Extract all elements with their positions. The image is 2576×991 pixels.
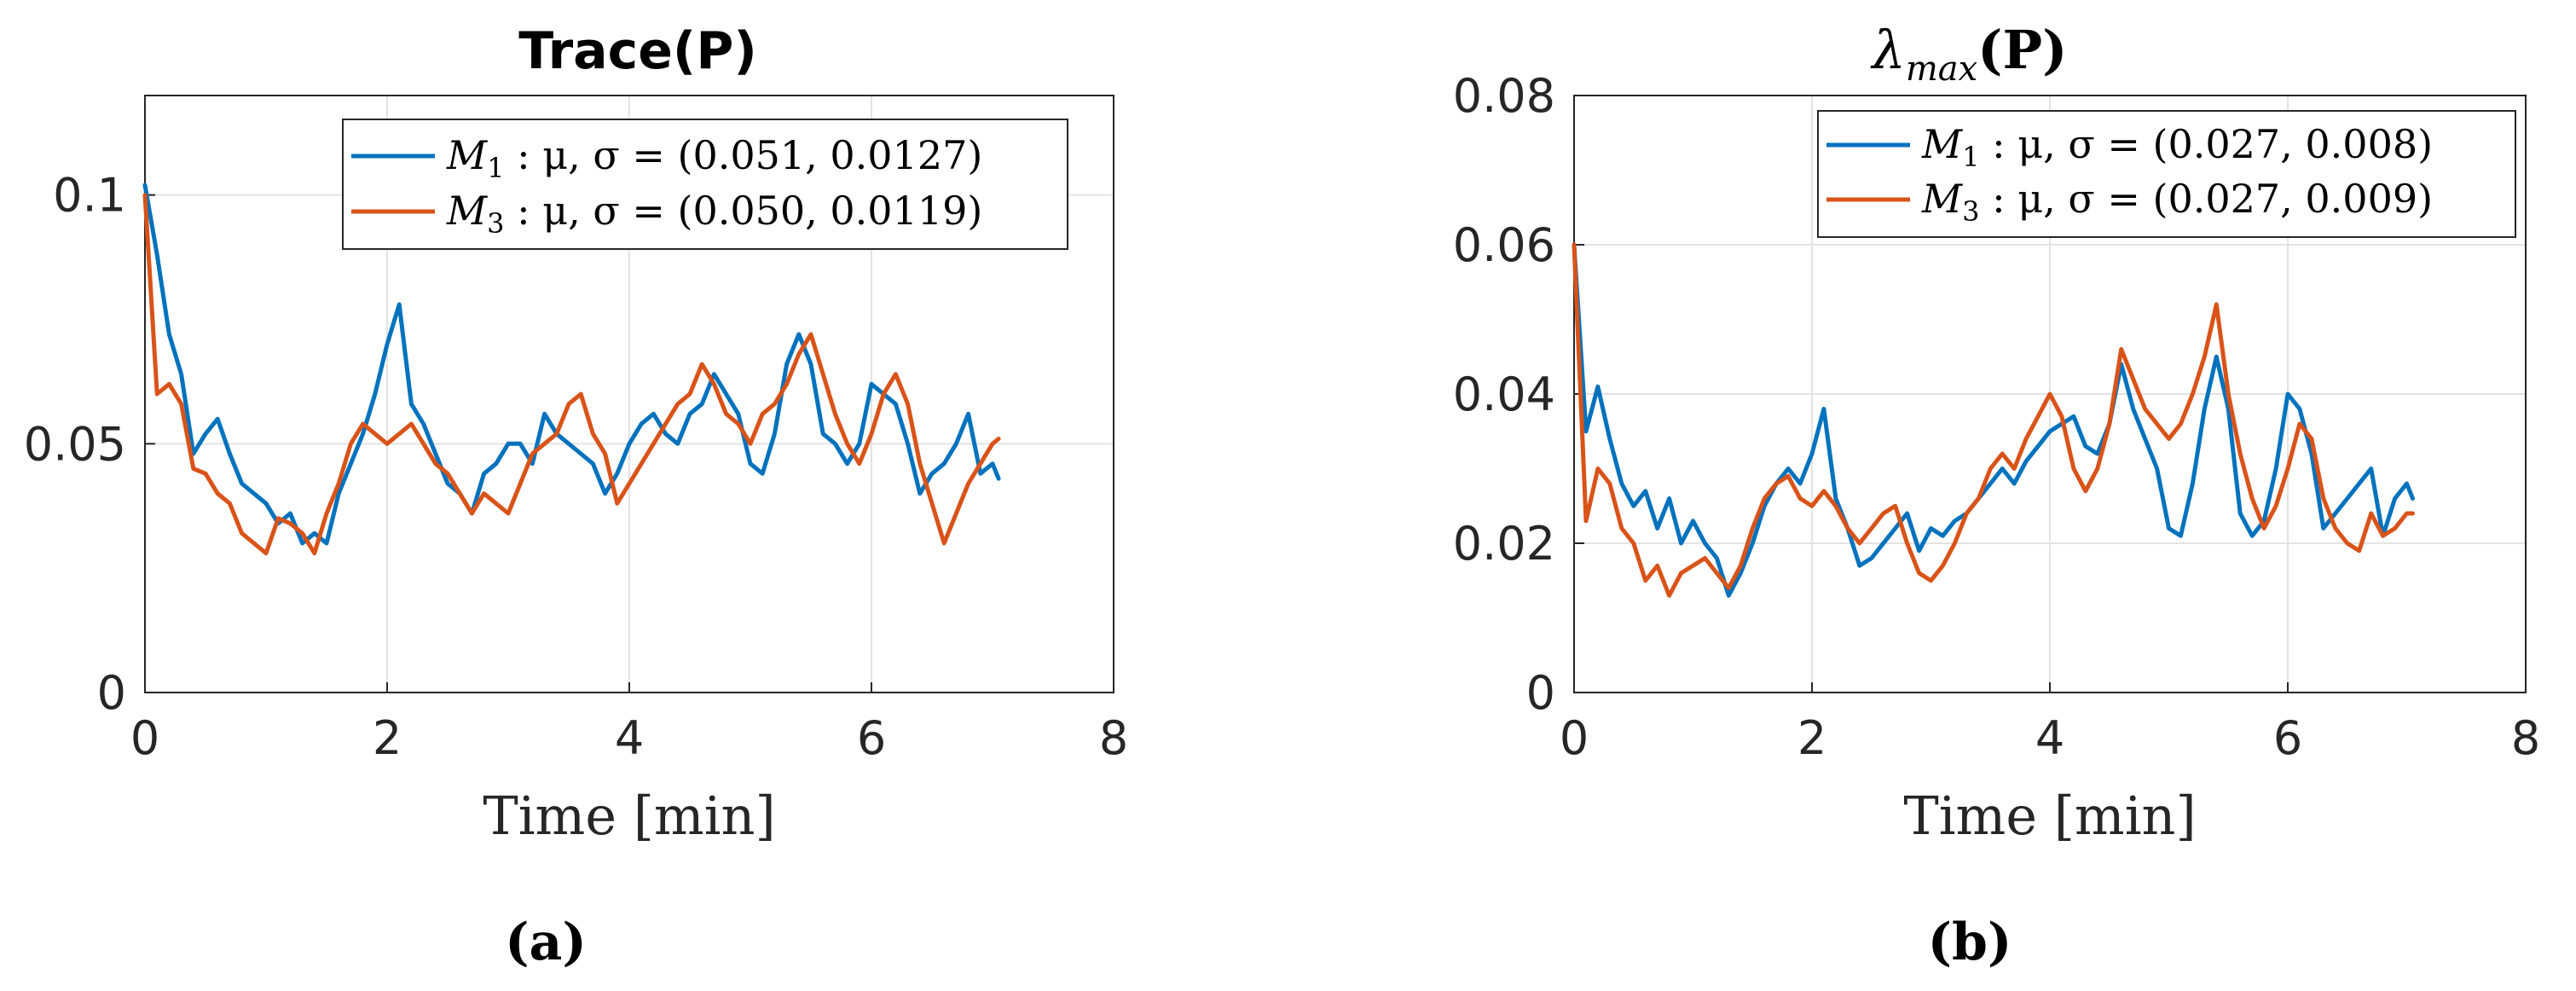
panel-a-legend-label-m1: M1 : μ, σ = (0.051, 0.0127): [446, 132, 982, 184]
y-tick-label: 0.1: [53, 169, 126, 223]
y-tick-label: 0.06: [1453, 218, 1555, 272]
x-tick-label: 0: [130, 711, 159, 765]
panel-a-legend-label-m3: M3 : μ, σ = (0.050, 0.0119): [446, 188, 982, 240]
panel-b-xlabel: Time [min]: [1903, 785, 2196, 847]
panel-b-legend-box: [1817, 110, 2516, 238]
panel-b-label: (b): [1928, 913, 2012, 972]
y-tick-label: 0.04: [1453, 368, 1555, 421]
panel-a-title: Trace(P): [518, 21, 757, 81]
y-tick-label: 0: [97, 666, 126, 720]
x-tick-label: 0: [1560, 711, 1589, 765]
series-line-m3: [142, 193, 1001, 556]
panel-b: λmax(P) 0 2 4 6 8 0 0.02 0.04 0.06 0.08 M1 : μ, σ…: [1453, 19, 2540, 972]
x-tick-label: 6: [2273, 711, 2302, 765]
x-tick-label: 2: [1797, 711, 1826, 765]
x-tick-label: 2: [373, 711, 402, 765]
series-line-m1: [1572, 242, 2415, 598]
panel-a: Trace(P) 0 2 4 6 8 0 0.05 0.1 M1 : μ, σ = (0.05…: [24, 21, 1128, 972]
panel-b-ticks: 0 2 4 6 8 0 0.02 0.04 0.06 0.08: [1453, 69, 2540, 765]
y-tick-label: 0: [1526, 666, 1555, 720]
panel-a-xlabel: Time [min]: [483, 785, 775, 847]
y-tick-label: 0.02: [1453, 517, 1555, 571]
panel-b-legend: M1 : μ, σ = (0.027, 0.008) M3 : μ, σ = (…: [1817, 110, 2516, 238]
y-tick-label: 0.08: [1453, 69, 1555, 123]
y-tick-label: 0.05: [24, 417, 126, 471]
panel-a-legend: M1 : μ, σ = (0.051, 0.0127) M3 : μ, σ = …: [342, 119, 1068, 250]
series-line-m1: [142, 183, 1001, 546]
panel-a-ticks: 0 2 4 6 8 0 0.05 0.1: [24, 169, 1128, 765]
series-line-m3: [1572, 242, 2415, 598]
x-tick-label: 6: [857, 711, 886, 765]
x-tick-label: 4: [615, 711, 644, 765]
x-tick-label: 8: [2511, 711, 2540, 765]
panel-b-lines: [1572, 242, 2415, 598]
x-tick-label: 8: [1099, 711, 1128, 765]
panel-a-label: (a): [505, 913, 587, 972]
x-tick-label: 4: [2035, 711, 2064, 765]
panel-b-legend-label-m1: M1 : μ, σ = (0.027, 0.008): [1921, 121, 2433, 173]
panel-a-legend-box: [342, 119, 1068, 250]
panel-a-lines: [142, 183, 1001, 556]
panel-b-legend-label-m3: M3 : μ, σ = (0.027, 0.009): [1921, 176, 2433, 228]
panel-b-title: λmax(P): [1870, 19, 2068, 89]
